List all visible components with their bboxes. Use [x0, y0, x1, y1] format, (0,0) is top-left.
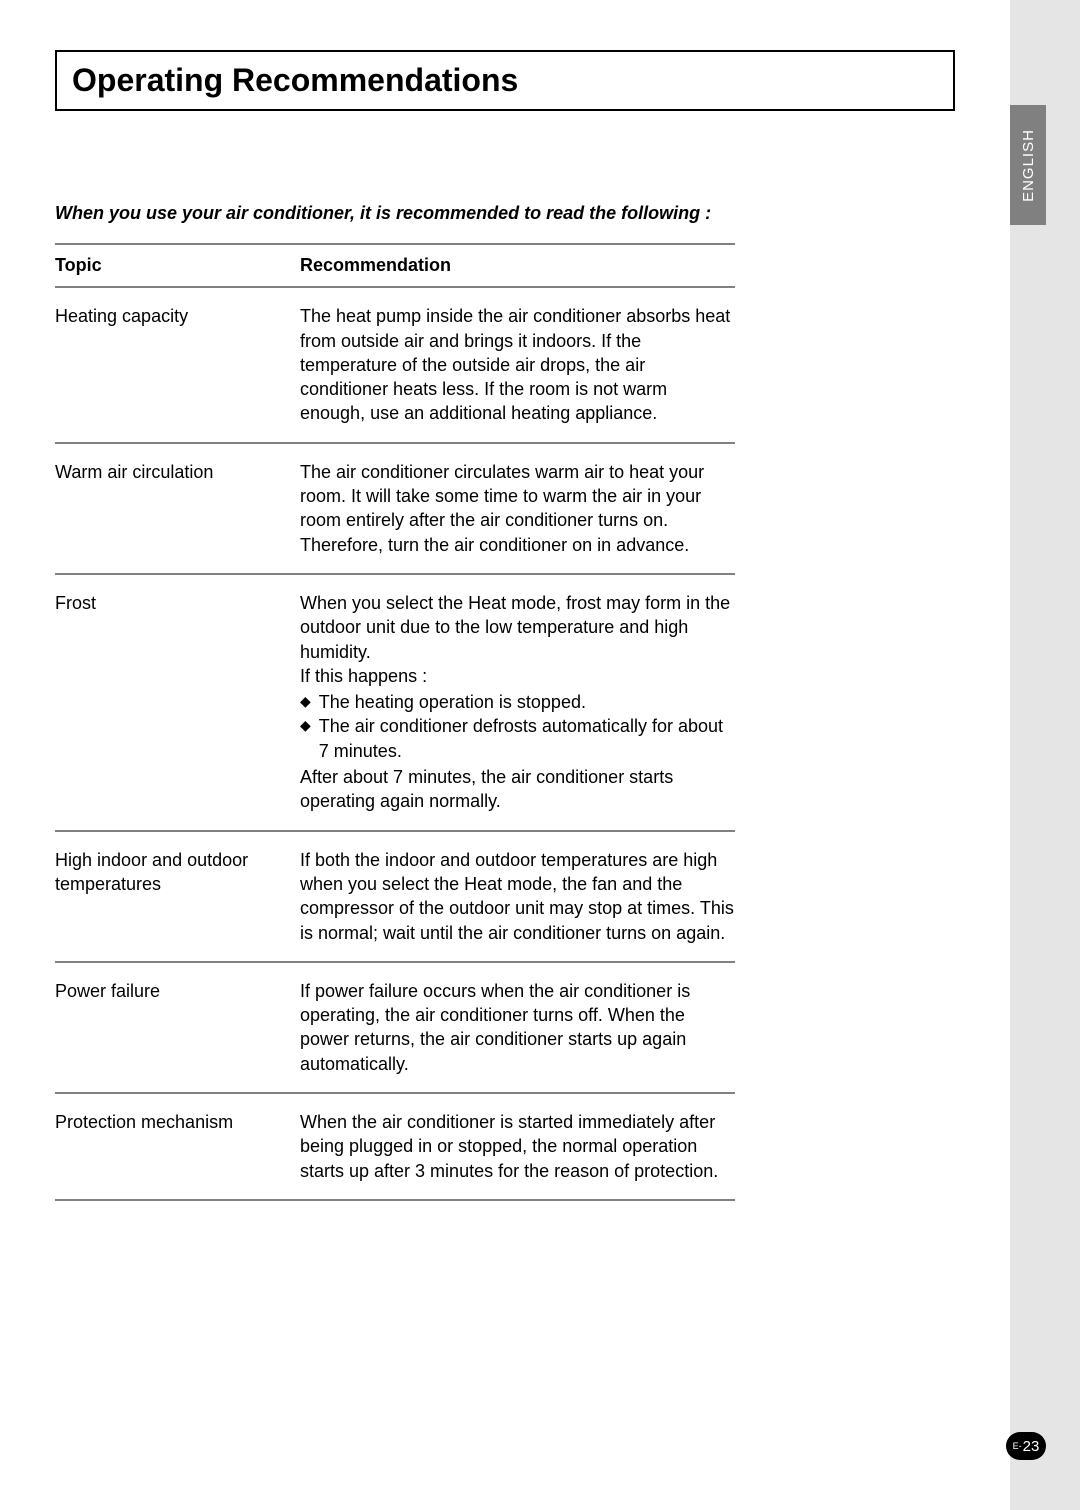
- topic-cell: Protection mechanism: [55, 1093, 300, 1200]
- table-row: Power failure If power failure occurs wh…: [55, 962, 735, 1093]
- recommendations-table: Topic Recommendation Heating capacity Th…: [55, 243, 735, 1201]
- title-box: Operating Recommendations: [55, 50, 955, 111]
- diamond-icon: ◆: [300, 714, 311, 736]
- page-number-value: 23: [1023, 1438, 1040, 1455]
- intro-text: When you use your air conditioner, it is…: [55, 201, 735, 225]
- table-header-row: Topic Recommendation: [55, 244, 735, 287]
- recommendation-cell: The heat pump inside the air conditioner…: [300, 287, 735, 442]
- header-recommendation: Recommendation: [300, 244, 735, 287]
- table-row: Protection mechanism When the air condit…: [55, 1093, 735, 1200]
- page-container: Operating Recommendations When you use y…: [0, 0, 1010, 1510]
- diamond-icon: ◆: [300, 690, 311, 712]
- topic-cell: Heating capacity: [55, 287, 300, 442]
- table-row: High indoor and outdoor temperatures If …: [55, 831, 735, 962]
- bullet-text: The heating operation is stopped.: [319, 690, 586, 714]
- bullet-item: ◆ The heating operation is stopped.: [300, 690, 735, 714]
- header-topic: Topic: [55, 244, 300, 287]
- bullet-item: ◆ The air conditioner defrosts automatic…: [300, 714, 735, 763]
- table-row: Frost When you select the Heat mode, fro…: [55, 574, 735, 831]
- topic-cell: High indoor and outdoor temperatures: [55, 831, 300, 962]
- page-number-badge: E- 23: [1006, 1432, 1046, 1460]
- recommendation-cell: When the air conditioner is started imme…: [300, 1093, 735, 1200]
- bullet-text: The air conditioner defrosts automatical…: [319, 714, 735, 763]
- recommendation-pre: When you select the Heat mode, frost may…: [300, 591, 735, 688]
- table-row: Warm air circulation The air conditioner…: [55, 443, 735, 574]
- bullet-list: ◆ The heating operation is stopped. ◆ Th…: [300, 690, 735, 763]
- recommendation-cell: If both the indoor and outdoor temperatu…: [300, 831, 735, 962]
- recommendation-cell: The air conditioner circulates warm air …: [300, 443, 735, 574]
- recommendation-cell: When you select the Heat mode, frost may…: [300, 574, 735, 831]
- language-tab-text: ENGLISH: [1020, 129, 1037, 202]
- recommendation-cell: If power failure occurs when the air con…: [300, 962, 735, 1093]
- table-body: Heating capacity The heat pump inside th…: [55, 287, 735, 1200]
- page-number-prefix: E-: [1013, 1441, 1022, 1451]
- page-title: Operating Recommendations: [72, 62, 938, 99]
- topic-cell: Warm air circulation: [55, 443, 300, 574]
- table-row: Heating capacity The heat pump inside th…: [55, 287, 735, 442]
- topic-cell: Power failure: [55, 962, 300, 1093]
- recommendation-post: After about 7 minutes, the air condition…: [300, 765, 735, 814]
- topic-cell: Frost: [55, 574, 300, 831]
- language-tab: ENGLISH: [1010, 105, 1046, 225]
